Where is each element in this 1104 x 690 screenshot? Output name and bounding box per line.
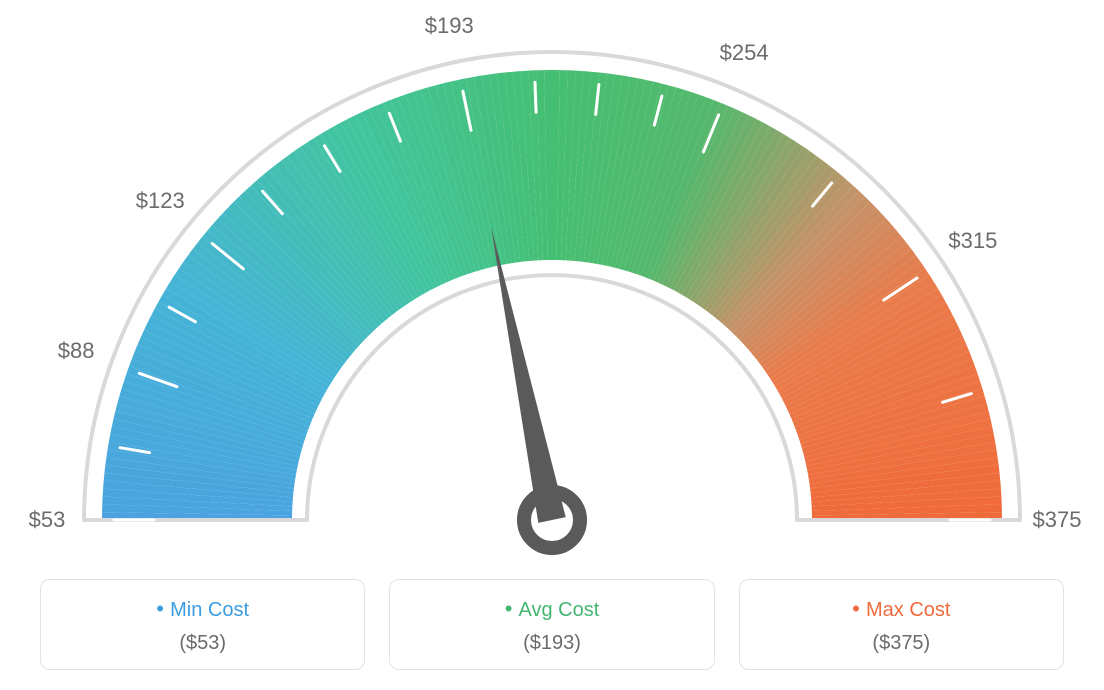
gauge-tick-label: $88 [58,338,95,364]
legend-card-avg: Avg Cost ($193) [389,579,714,670]
gauge-tick-label: $123 [136,188,185,214]
gauge-tick-label: $315 [948,228,997,254]
legend-title: Max Cost [750,596,1053,622]
gauge-tick-label: $375 [1033,507,1082,533]
legend-title: Min Cost [51,596,354,622]
legend-row: Min Cost ($53) Avg Cost ($193) Max Cost ($375… [40,579,1064,670]
legend-title: Avg Cost [400,596,703,622]
gauge-tick-label: $254 [720,40,769,66]
gauge-tick-label: $53 [29,507,66,533]
gauge-area: $53 $88 $123 $193 $254 $315 $375 [0,0,1104,560]
gauge-tick-label: $193 [425,13,474,39]
legend-value: ($375) [750,632,1053,655]
legend-value: ($193) [400,632,703,655]
gauge-chart-container: $53 $88 $123 $193 $254 $315 $375 Min Cost ($53)… [0,0,1104,690]
legend-card-max: Max Cost ($375) [739,579,1064,670]
gauge-svg [0,0,1104,560]
legend-card-min: Min Cost ($53) [40,579,365,670]
legend-value: ($53) [51,632,354,655]
gauge-arc [102,70,1002,520]
